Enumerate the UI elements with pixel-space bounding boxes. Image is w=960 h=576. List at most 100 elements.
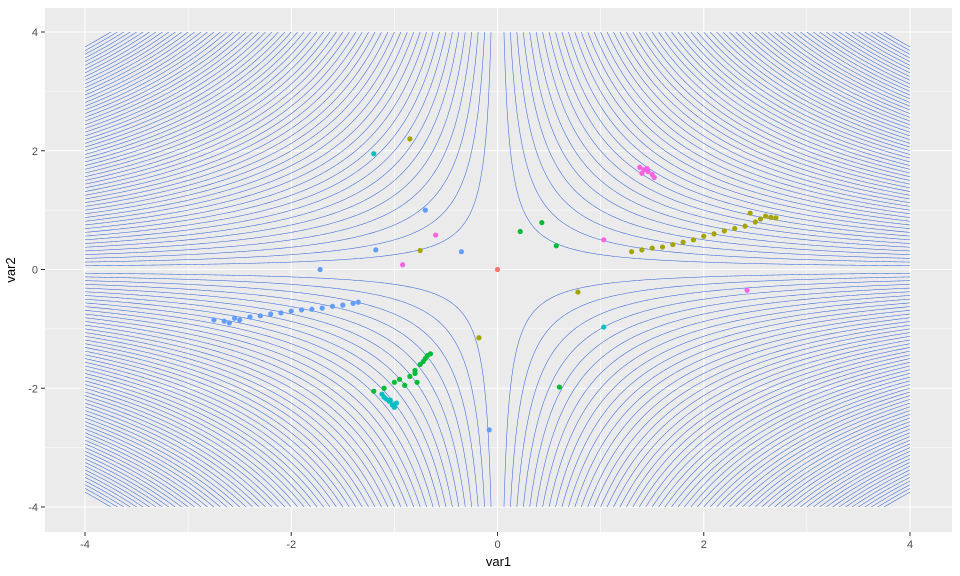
contour-line <box>548 32 910 241</box>
contour-line <box>754 417 910 507</box>
data-point-series-5 <box>373 247 379 253</box>
contour-line <box>85 32 253 129</box>
contour-line <box>812 451 910 507</box>
contour-line <box>645 32 910 185</box>
contour-line <box>85 32 247 126</box>
x-tick-label: 2 <box>701 539 707 551</box>
contour-line <box>651 32 910 181</box>
data-point-series-2 <box>747 210 753 216</box>
data-point-series-2 <box>757 216 764 222</box>
contour-line <box>548 298 910 507</box>
contour-line <box>568 310 910 507</box>
y-tick-label: 2 <box>32 146 38 158</box>
contour-line <box>561 306 910 507</box>
contour-line <box>85 32 382 203</box>
contour-line <box>812 32 910 88</box>
contour-line <box>85 32 234 118</box>
y-axis-title: var2 <box>3 257 18 282</box>
contour-line <box>587 32 910 218</box>
contour-line <box>606 332 910 507</box>
contour-line <box>85 272 492 507</box>
data-point-series-4 <box>387 397 393 403</box>
contour-line <box>85 32 492 267</box>
contour-line <box>85 354 350 507</box>
contour-line <box>85 436 208 507</box>
data-point-series-6 <box>433 232 439 238</box>
contour-line <box>735 32 910 133</box>
contour-line <box>580 317 910 507</box>
contour-line <box>85 447 189 507</box>
contour-line <box>85 336 382 507</box>
data-point-series-2 <box>768 214 774 220</box>
data-point-series-2 <box>639 247 645 253</box>
contour-line <box>85 32 131 59</box>
contour-line <box>85 380 305 507</box>
contour-line <box>85 310 427 507</box>
contour-line <box>85 443 196 507</box>
contour-line <box>510 276 910 507</box>
contour-line <box>85 347 363 507</box>
data-point-series-5 <box>257 313 263 319</box>
x-tick-label: 0 <box>494 539 500 551</box>
contour-line <box>85 373 318 507</box>
contour-line <box>523 284 910 507</box>
data-point-series-5 <box>329 303 336 309</box>
contour-line <box>664 365 910 507</box>
contour-line <box>85 32 157 74</box>
contour-line <box>85 32 170 81</box>
data-point-series-3 <box>391 379 397 385</box>
contour-line <box>85 32 331 174</box>
contour-line <box>613 336 910 507</box>
contour-line <box>574 32 910 226</box>
contour-line <box>529 287 910 507</box>
contour-line <box>677 32 910 166</box>
contour-line <box>85 313 421 507</box>
data-point-series-2 <box>628 249 635 255</box>
contour-line <box>503 32 910 267</box>
contour-line <box>574 313 910 507</box>
contour-line <box>85 477 138 507</box>
contour-line <box>85 32 337 177</box>
data-point-series-5 <box>298 307 305 313</box>
y-tick-label: -2 <box>28 383 38 395</box>
contour-line <box>523 32 910 255</box>
contour-line <box>85 32 196 96</box>
data-point-series-5 <box>486 427 492 433</box>
contour-line <box>703 387 910 507</box>
contour-line <box>85 276 485 507</box>
data-point-series-2 <box>701 233 707 239</box>
contour-line <box>85 32 395 211</box>
contour-line <box>568 32 910 229</box>
contour-line <box>85 462 163 507</box>
data-point-series-3 <box>414 379 420 385</box>
contour-line <box>825 32 910 81</box>
contour-line <box>85 32 163 77</box>
contour-line <box>748 413 910 507</box>
contour-line <box>883 32 910 48</box>
contour-line <box>542 295 910 507</box>
contour-line <box>85 417 241 507</box>
contour-line <box>85 32 466 252</box>
data-point-series-5 <box>355 299 361 305</box>
data-point-series-2 <box>670 241 676 248</box>
contour-line <box>85 32 318 166</box>
contour-line <box>754 32 910 122</box>
contour-line <box>535 32 910 248</box>
data-point-series-3 <box>381 385 387 391</box>
data-point-series-5 <box>350 300 356 306</box>
contour-line <box>709 391 910 507</box>
contour-line <box>85 332 389 507</box>
contour-line <box>85 465 157 507</box>
contour-line <box>864 32 910 59</box>
contour-line <box>85 343 369 507</box>
contour-line <box>85 413 247 507</box>
contour-line <box>787 436 910 507</box>
contour-line <box>658 32 910 177</box>
data-point-series-4 <box>601 324 607 330</box>
data-point-series-6 <box>639 170 645 176</box>
data-point-series-2 <box>659 244 666 250</box>
contour-line <box>85 406 260 507</box>
x-tick-label: 4 <box>907 539 913 551</box>
contour-line <box>85 32 138 62</box>
y-tick-label: 4 <box>32 27 38 39</box>
